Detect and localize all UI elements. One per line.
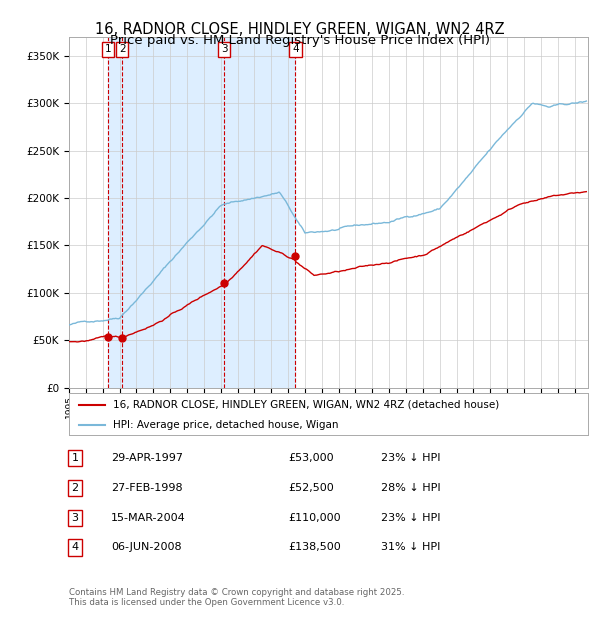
Text: HPI: Average price, detached house, Wigan: HPI: Average price, detached house, Wiga… bbox=[113, 420, 338, 430]
Text: 16, RADNOR CLOSE, HINDLEY GREEN, WIGAN, WN2 4RZ (detached house): 16, RADNOR CLOSE, HINDLEY GREEN, WIGAN, … bbox=[113, 400, 499, 410]
Text: 2: 2 bbox=[71, 483, 79, 493]
Text: £138,500: £138,500 bbox=[288, 542, 341, 552]
Text: 3: 3 bbox=[221, 45, 227, 55]
Bar bbox=[108, 37, 295, 387]
Text: £53,000: £53,000 bbox=[288, 453, 334, 463]
Text: 23% ↓ HPI: 23% ↓ HPI bbox=[381, 453, 440, 463]
Text: 27-FEB-1998: 27-FEB-1998 bbox=[111, 483, 182, 493]
Text: 15-MAR-2004: 15-MAR-2004 bbox=[111, 513, 186, 523]
Text: 29-APR-1997: 29-APR-1997 bbox=[111, 453, 183, 463]
Text: 2: 2 bbox=[119, 45, 125, 55]
Text: 16, RADNOR CLOSE, HINDLEY GREEN, WIGAN, WN2 4RZ: 16, RADNOR CLOSE, HINDLEY GREEN, WIGAN, … bbox=[95, 22, 505, 37]
Text: 23% ↓ HPI: 23% ↓ HPI bbox=[381, 513, 440, 523]
Text: Price paid vs. HM Land Registry's House Price Index (HPI): Price paid vs. HM Land Registry's House … bbox=[110, 34, 490, 47]
Text: 1: 1 bbox=[71, 453, 79, 463]
Text: 1: 1 bbox=[105, 45, 112, 55]
Text: Contains HM Land Registry data © Crown copyright and database right 2025.: Contains HM Land Registry data © Crown c… bbox=[69, 588, 404, 597]
Text: This data is licensed under the Open Government Licence v3.0.: This data is licensed under the Open Gov… bbox=[69, 598, 344, 607]
Text: £52,500: £52,500 bbox=[288, 483, 334, 493]
Text: 06-JUN-2008: 06-JUN-2008 bbox=[111, 542, 182, 552]
Text: 4: 4 bbox=[292, 45, 299, 55]
Text: 3: 3 bbox=[71, 513, 79, 523]
Text: 28% ↓ HPI: 28% ↓ HPI bbox=[381, 483, 440, 493]
Text: £110,000: £110,000 bbox=[288, 513, 341, 523]
Text: 4: 4 bbox=[71, 542, 79, 552]
Text: 31% ↓ HPI: 31% ↓ HPI bbox=[381, 542, 440, 552]
